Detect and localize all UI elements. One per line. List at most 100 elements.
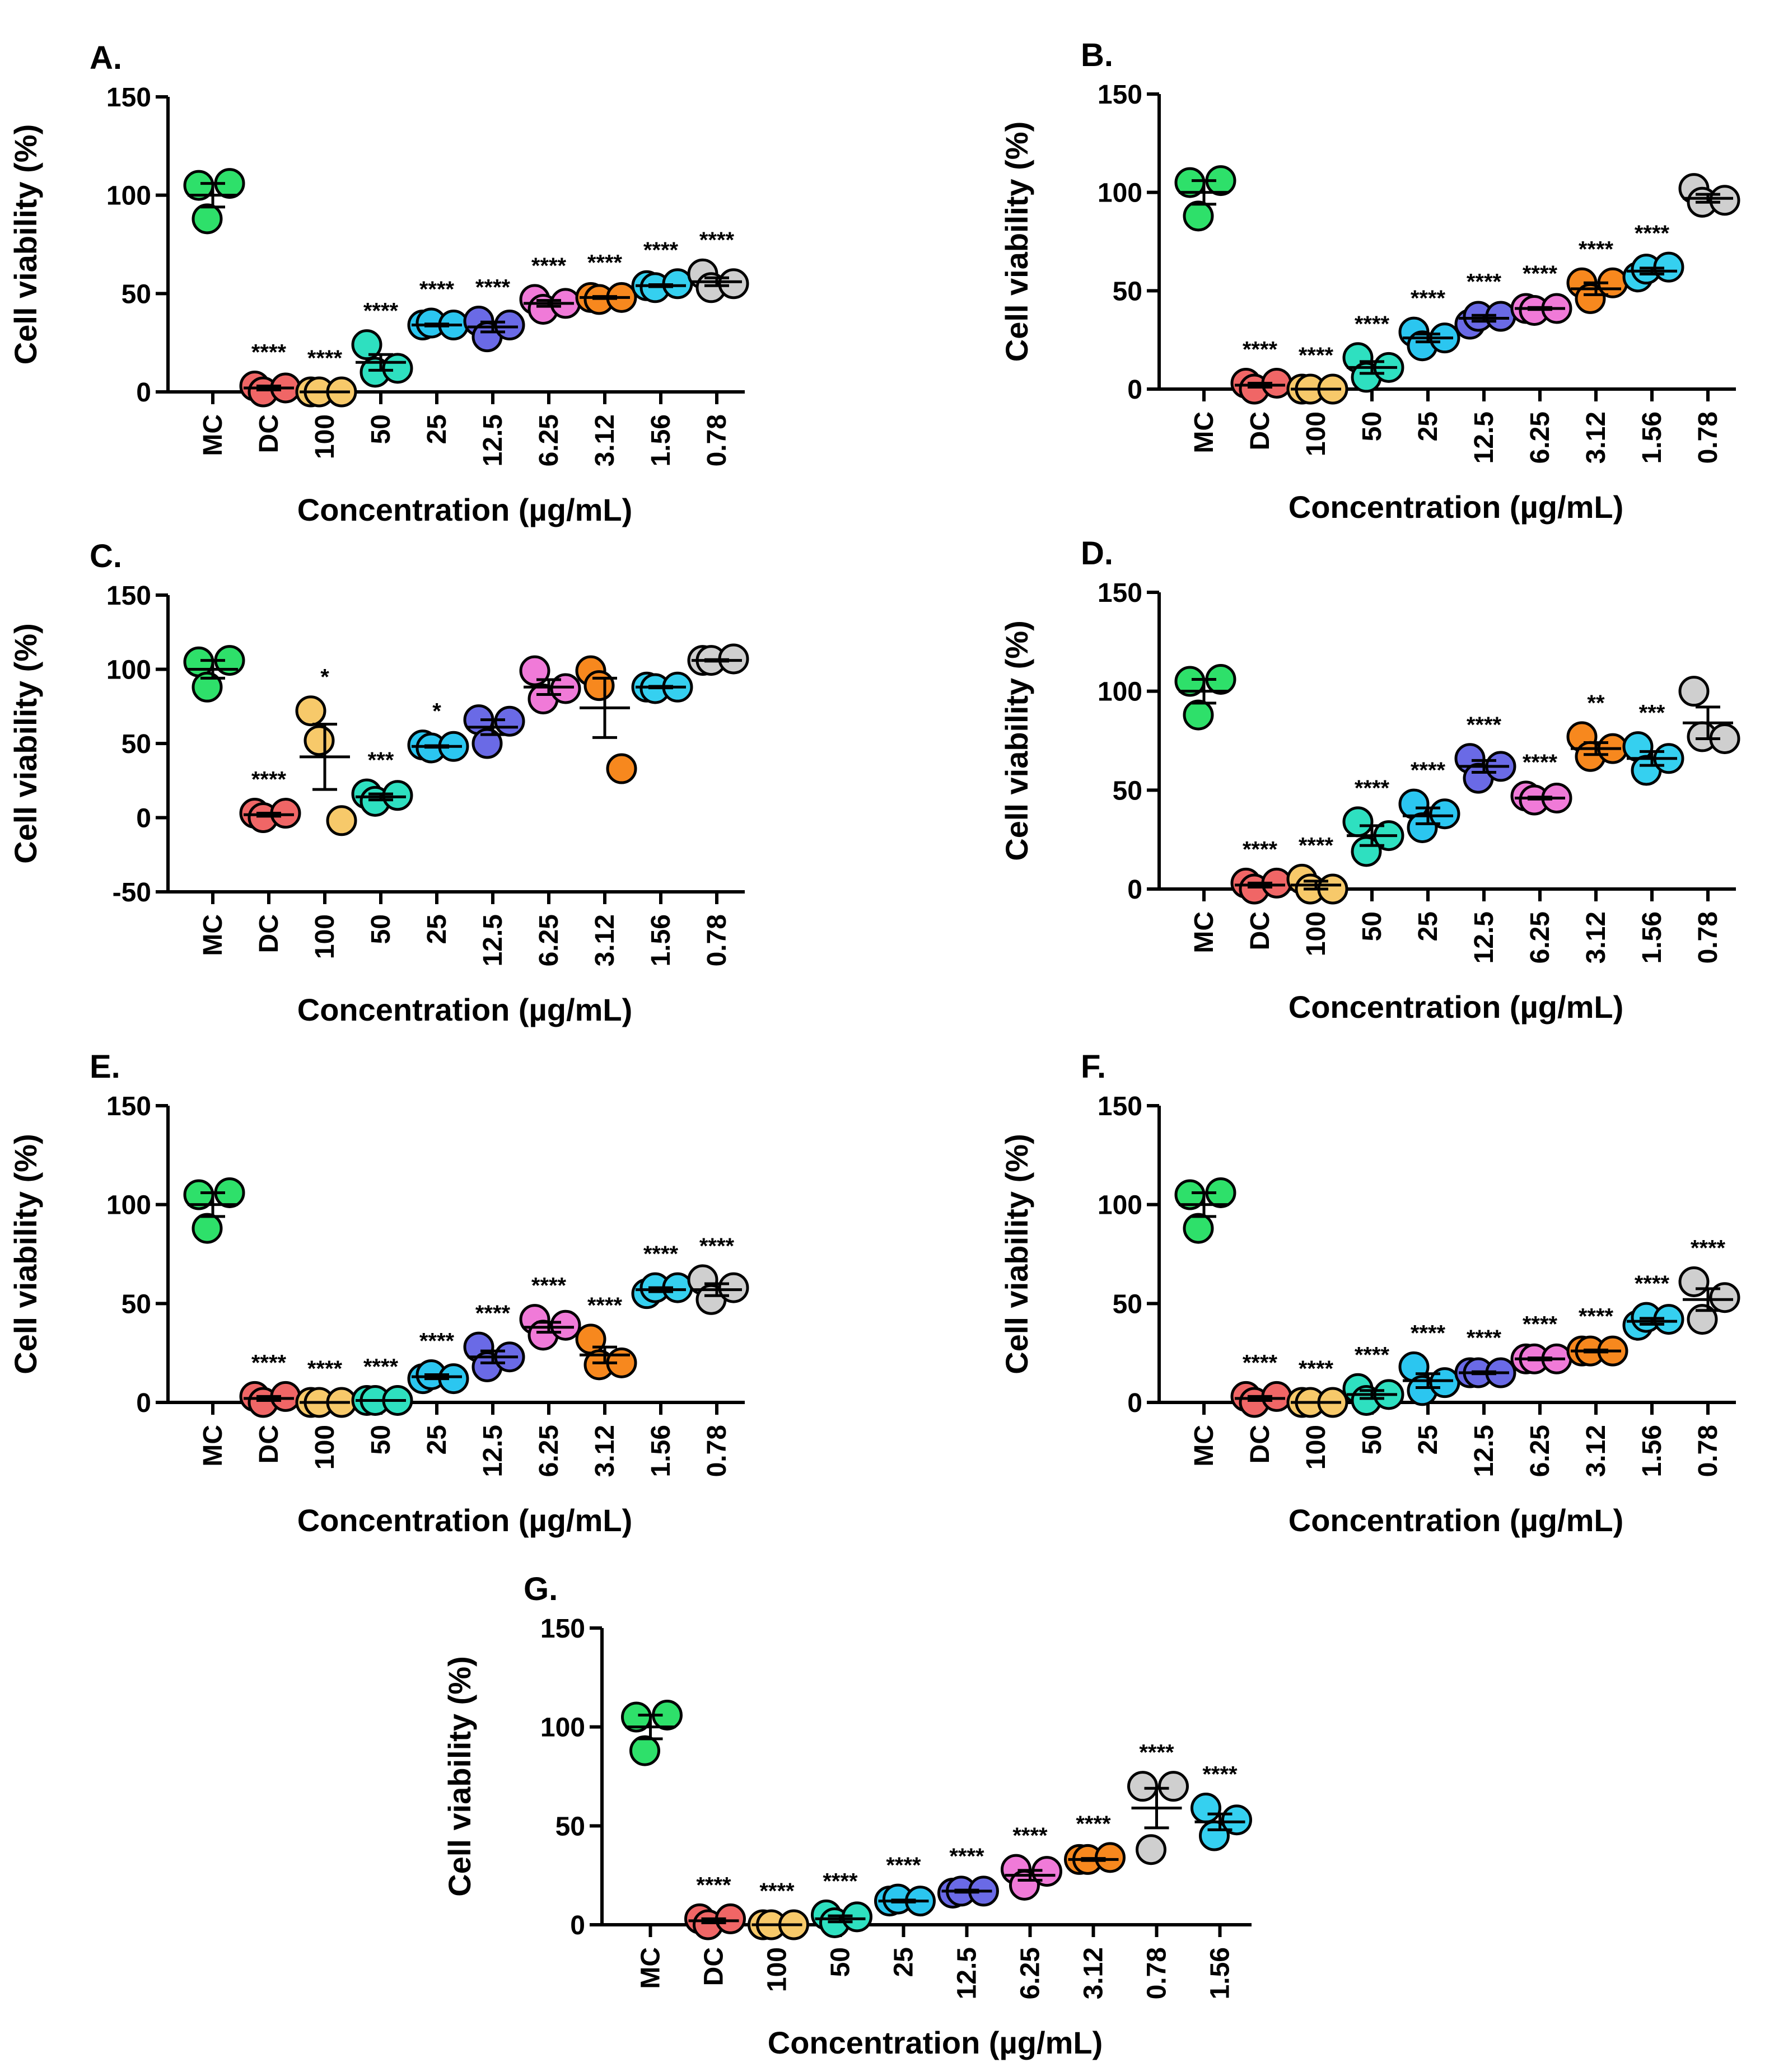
x-tick-label: 0.78 [702, 414, 732, 466]
chart-panel-3: D. 0 50 100 150 Cell viability (%) MC DC **** 100… [999, 535, 1740, 1025]
x-tick-label: 50 [1357, 911, 1387, 941]
significance-label: **** [949, 1844, 984, 1869]
significance-label: *** [368, 748, 394, 773]
y-tick-label: 100 [540, 1713, 585, 1743]
data-point [1687, 1304, 1718, 1335]
y-axis-label: Cell viability (%) [8, 1134, 43, 1374]
y-tick-label: 100 [1098, 677, 1142, 707]
y-tick-label: 0 [570, 1911, 585, 1940]
significance-label: **** [696, 1873, 731, 1897]
y-tick-label: -50 [113, 878, 151, 908]
x-tick-label: MC [198, 914, 228, 956]
x-tick-label: MC [1189, 411, 1219, 453]
x-tick-label: 12.5 [478, 414, 508, 466]
data-point [494, 310, 525, 341]
data-point [192, 1213, 223, 1244]
x-tick-label: 6.25 [1525, 911, 1555, 963]
y-tick-label: 50 [555, 1812, 585, 1841]
x-tick-label: 1.56 [646, 414, 676, 466]
y-tick-label: 0 [136, 378, 151, 408]
x-tick-label: 1.56 [1637, 911, 1667, 963]
significance-label: **** [643, 1242, 679, 1266]
x-tick-label: 12.5 [953, 1947, 982, 1999]
data-point [1709, 185, 1740, 216]
x-tick-label: 50 [1357, 1425, 1387, 1454]
significance-label: **** [1523, 750, 1558, 775]
x-tick-label: 25 [422, 914, 452, 944]
x-tick-label: 25 [1413, 911, 1443, 941]
x-tick-label: 3.12 [1079, 1947, 1109, 1999]
significance-label: **** [475, 1301, 511, 1326]
x-tick-label: 25 [422, 1425, 452, 1454]
x-tick-label: 12.5 [478, 1425, 508, 1477]
data-point [1183, 1213, 1214, 1244]
x-tick-label: 1.56 [1637, 1425, 1667, 1477]
data-point [575, 1323, 606, 1355]
x-tick-label: DC [254, 914, 284, 953]
data-point [550, 1309, 581, 1341]
significance-label: **** [1299, 343, 1334, 368]
x-tick-label: 3.12 [1581, 911, 1611, 963]
x-tick-label: 50 [1357, 411, 1387, 441]
data-point [718, 1272, 749, 1303]
x-tick-label: 50 [366, 914, 396, 944]
y-tick-label: 0 [1127, 1388, 1142, 1418]
data-point [1136, 1834, 1166, 1865]
significance-label: **** [1411, 758, 1446, 783]
x-tick-label: 6.25 [534, 1425, 564, 1477]
y-axis-label: Cell viability (%) [999, 620, 1034, 860]
significance-label: **** [307, 1357, 343, 1381]
chart-panel-4: E. 0 50 100 150 Cell viability (%) MC DC **** 100… [8, 1049, 749, 1538]
x-tick-label: 6.25 [534, 414, 564, 466]
chart-panel-0: A. 0 50 100 150 Cell viability (%) MC DC **** 100… [8, 40, 749, 527]
significance-label: **** [759, 1879, 795, 1903]
panel-label: A. [90, 40, 122, 76]
x-tick-label: 3.12 [590, 914, 620, 966]
significance-label: **** [699, 1234, 735, 1259]
significance-label: ** [1587, 691, 1605, 715]
x-tick-label: 50 [366, 414, 396, 444]
data-point [1709, 1282, 1740, 1313]
x-tick-label: DC [254, 414, 284, 453]
y-tick-label: 50 [1113, 277, 1142, 306]
y-tick-label: 100 [106, 181, 151, 211]
data-point [1183, 200, 1214, 232]
y-tick-label: 150 [1098, 578, 1142, 608]
x-tick-label: 12.5 [478, 914, 508, 966]
x-axis-label: Concentration (µg/mL) [1289, 989, 1623, 1025]
panel-label: E. [90, 1049, 120, 1085]
significance-label: **** [1076, 1812, 1111, 1836]
x-tick-label: 3.12 [1581, 411, 1611, 464]
x-tick-label: 12.5 [1469, 1425, 1499, 1477]
x-axis-label: Concentration (µg/mL) [297, 492, 632, 527]
x-axis-label: Concentration (µg/mL) [297, 1503, 632, 1538]
x-tick-label: 6.25 [1016, 1947, 1045, 1999]
significance-label: **** [1012, 1823, 1048, 1848]
y-tick-label: 50 [1113, 776, 1142, 806]
y-tick-label: 50 [122, 279, 151, 309]
y-tick-label: 100 [106, 1191, 151, 1220]
y-tick-label: 50 [122, 1289, 151, 1319]
y-axis-label: Cell viability (%) [442, 1656, 477, 1896]
significance-label: **** [1411, 286, 1446, 311]
panel-label: B. [1081, 37, 1113, 73]
significance-label: **** [1355, 312, 1390, 336]
x-tick-label: 100 [310, 914, 340, 959]
significance-label: **** [1579, 237, 1614, 261]
y-tick-label: 0 [136, 804, 151, 834]
data-point [583, 670, 615, 701]
significance-label: **** [1691, 1236, 1726, 1260]
significance-label: **** [1355, 776, 1390, 801]
significance-label: **** [1243, 837, 1278, 862]
significance-label: **** [1299, 833, 1334, 858]
x-tick-label: DC [254, 1425, 284, 1463]
y-axis-label: Cell viability (%) [999, 1134, 1034, 1374]
significance-label: **** [363, 1354, 399, 1379]
significance-label: **** [251, 768, 287, 792]
x-tick-label: 100 [763, 1947, 792, 1992]
x-tick-label: DC [1245, 911, 1275, 950]
x-tick-label: 0.78 [1693, 411, 1723, 464]
x-tick-label: 25 [1413, 1425, 1443, 1454]
